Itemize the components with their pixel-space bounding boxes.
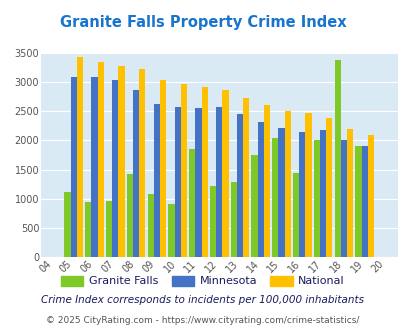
Bar (174, 107, 180, 257)
Bar (360, 146, 367, 257)
Bar (98, 62, 104, 257)
Bar (112, 80, 118, 257)
Bar (251, 154, 257, 257)
Bar (147, 194, 153, 257)
Bar (77, 57, 83, 257)
Bar (367, 135, 373, 257)
Bar (278, 128, 284, 257)
Bar (153, 104, 160, 257)
Bar (222, 90, 228, 257)
Bar (340, 141, 346, 257)
Bar (243, 98, 249, 257)
Bar (313, 141, 319, 257)
Bar (319, 130, 325, 257)
Bar (236, 114, 243, 257)
Bar (160, 80, 166, 257)
Text: Granite Falls Property Crime Index: Granite Falls Property Crime Index (60, 15, 345, 30)
Bar (180, 84, 187, 257)
Bar (230, 182, 236, 257)
Bar (168, 204, 174, 257)
Bar (271, 138, 278, 257)
Bar (85, 202, 91, 257)
Bar (346, 129, 352, 257)
Bar (64, 192, 70, 257)
Bar (257, 122, 263, 257)
Text: Crime Index corresponds to incidents per 100,000 inhabitants: Crime Index corresponds to incidents per… (41, 295, 364, 305)
Bar (70, 77, 77, 257)
Legend: Granite Falls, Minnesota, National: Granite Falls, Minnesota, National (57, 271, 348, 291)
Bar (284, 111, 290, 257)
Bar (195, 108, 201, 257)
Bar (133, 90, 139, 257)
Bar (118, 66, 124, 257)
Bar (298, 132, 305, 257)
Bar (139, 69, 145, 257)
Bar (209, 186, 215, 257)
Bar (354, 146, 360, 257)
Bar (334, 60, 340, 257)
Bar (292, 173, 298, 257)
Bar (305, 113, 311, 257)
Bar (201, 87, 207, 257)
Bar (91, 77, 98, 257)
Bar (189, 149, 195, 257)
Bar (215, 107, 222, 257)
Bar (106, 201, 112, 257)
Text: © 2025 CityRating.com - https://www.cityrating.com/crime-statistics/: © 2025 CityRating.com - https://www.city… (46, 315, 359, 325)
Bar (263, 105, 269, 257)
Bar (126, 174, 133, 257)
Bar (325, 118, 332, 257)
